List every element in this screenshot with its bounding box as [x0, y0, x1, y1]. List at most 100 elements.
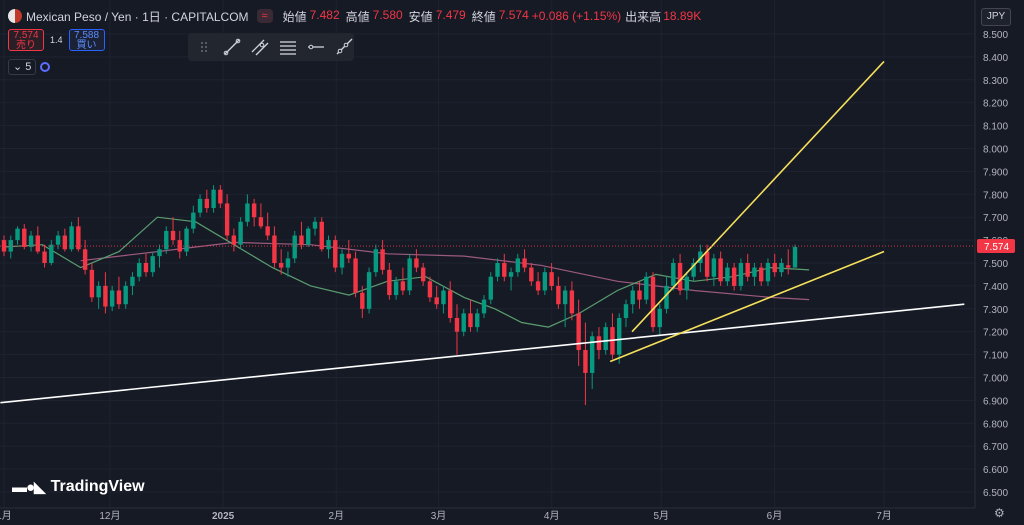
candle-body: [448, 290, 453, 318]
candle-body: [224, 203, 230, 236]
candle-body: [143, 263, 149, 273]
gear-icon[interactable]: ⚙: [994, 506, 1005, 520]
candle-body: [468, 313, 473, 328]
candle-body: [42, 251, 47, 263]
candle-body: [502, 263, 507, 277]
last-price-marker: 7.574: [0, 239, 1015, 254]
horizontal-ray-tool-icon[interactable]: [306, 36, 326, 58]
candle-body: [623, 304, 629, 318]
candle-body: [400, 281, 406, 291]
candle-body: [718, 258, 723, 282]
candle-body: [542, 272, 548, 291]
candle-body: [441, 290, 446, 305]
low-value: 7.479: [435, 7, 466, 22]
indicator-row: ⌄ 5: [8, 59, 51, 75]
drawing-toolbar: [188, 33, 354, 61]
candle-body: [583, 350, 588, 373]
candle-body: [218, 189, 223, 204]
price-tick-label: 8.500: [983, 30, 1008, 41]
candle-body: [346, 253, 351, 259]
open-value: 7.482: [309, 7, 340, 22]
price-tick-label: 7.000: [983, 374, 1008, 385]
time-tick-label: 1月: [0, 510, 12, 522]
time-tick-label: 6月: [767, 510, 783, 522]
candle-body: [664, 285, 669, 309]
candle-body: [495, 263, 500, 277]
candle-body: [292, 235, 297, 259]
candle-body: [28, 235, 34, 247]
candle-body: [137, 263, 142, 277]
fib-levels-tool-icon[interactable]: [278, 36, 298, 58]
price-tick-label: 8.000: [983, 145, 1008, 156]
price-tick-label: 7.100: [983, 351, 1008, 362]
tradingview-logo[interactable]: ▬●◣ TradingView: [12, 478, 145, 496]
trend-line-tool-icon[interactable]: [222, 36, 242, 58]
candle-body: [191, 212, 196, 229]
time-tick-label: 2月: [329, 510, 345, 522]
candle-body: [197, 198, 203, 213]
candle-body: [366, 272, 372, 309]
candle-body: [529, 267, 534, 282]
candle-body: [488, 276, 493, 300]
indicator-toggle[interactable]: ⌄ 5: [8, 59, 37, 75]
candle-body: [130, 276, 135, 286]
sell-price: 7.574: [13, 30, 39, 41]
sell-label: 売り: [16, 40, 36, 51]
candle-body: [251, 203, 257, 218]
candle-body: [677, 263, 683, 291]
symbol-title[interactable]: Mexican Peso / Yen · 1日 · CAPITALCOM: [26, 9, 249, 24]
candle-body: [434, 297, 439, 305]
candle-body: [360, 292, 365, 309]
drag-handle-icon[interactable]: [194, 36, 214, 58]
candle-body: [508, 272, 514, 277]
price-tick-label: 6.500: [983, 488, 1008, 499]
candle-body: [644, 276, 649, 300]
candle-body: [116, 290, 122, 305]
candle-body: [576, 313, 581, 351]
trendline-3: [609, 250, 885, 363]
buy-label: 買い: [76, 40, 97, 51]
currency-button[interactable]: JPY: [981, 8, 1011, 26]
price-tick-label: 8.400: [983, 53, 1008, 64]
time-tick-label: 7月: [876, 510, 892, 522]
buy-button[interactable]: 7.588 買い: [68, 29, 105, 51]
price-tick-label: 7.300: [983, 305, 1008, 316]
candle-body: [589, 336, 595, 373]
price-tick-label: 8.100: [983, 122, 1008, 133]
candle-body: [211, 189, 216, 209]
last-price-tag: [977, 239, 1015, 254]
high-label: 高値: [345, 9, 370, 24]
close-label: 終値: [471, 9, 496, 24]
candle-body: [731, 267, 737, 286]
price-tick-label: 7.700: [983, 213, 1008, 224]
time-axis: 1月 12月 2025 2月 3月 4月 5月 6月 7月: [0, 510, 892, 522]
approx-badge[interactable]: ≈: [256, 9, 273, 23]
ray-tool-icon[interactable]: [334, 36, 354, 58]
candle-body: [779, 263, 784, 273]
price-tick-label: 7.900: [983, 167, 1008, 178]
candle-body: [380, 249, 385, 270]
candle-body: [8, 240, 13, 252]
candle-body: [22, 228, 27, 247]
sell-button[interactable]: 7.574 売り: [8, 29, 44, 51]
candle-body: [204, 198, 210, 209]
candle-body: [407, 258, 412, 291]
candle-body: [420, 267, 426, 282]
candle-body: [792, 246, 798, 268]
last-price-label: 7.574: [984, 242, 1009, 253]
candle-body: [285, 258, 291, 268]
candle-body: [522, 258, 527, 268]
candle-body: [454, 317, 460, 332]
indicator-status-icon[interactable]: [40, 62, 51, 72]
candle-body: [103, 285, 108, 307]
candle-body: [184, 228, 189, 252]
candle-body: [461, 313, 466, 332]
candle-body: [786, 265, 791, 268]
volume-label: 出来高: [625, 9, 662, 24]
high-value: 7.580: [372, 7, 403, 22]
price-tick-label: 8.300: [983, 76, 1008, 87]
channel-tool-icon[interactable]: [250, 36, 270, 58]
moving-averages: [3, 216, 810, 328]
candle-body: [177, 240, 182, 252]
